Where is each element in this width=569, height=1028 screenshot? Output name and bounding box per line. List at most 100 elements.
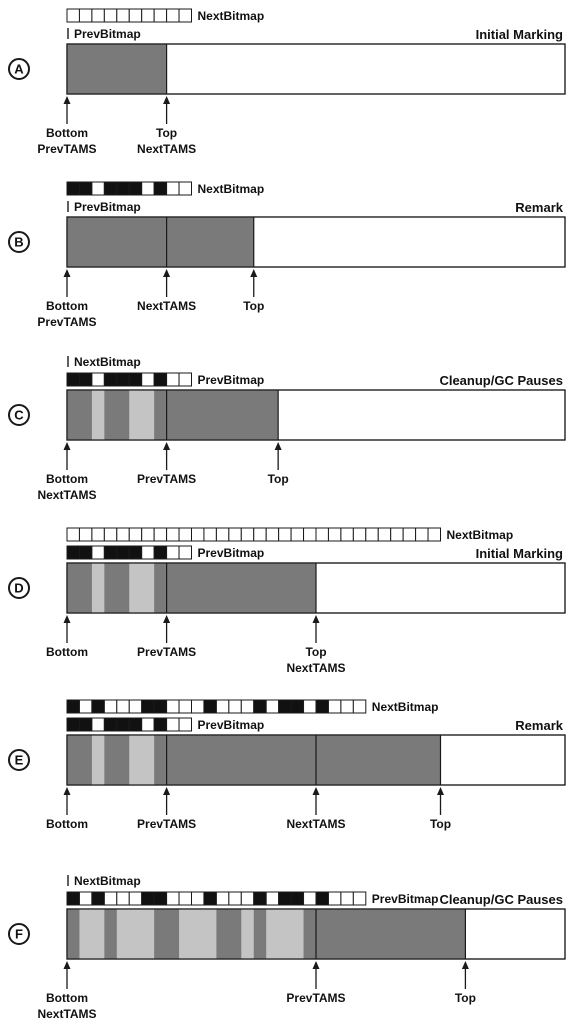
bitmap-cell (141, 372, 155, 387)
pointer-top: Top (243, 269, 264, 313)
bitmap-cell (66, 372, 80, 387)
heap-region-outline (66, 43, 566, 95)
bitmap-cell (128, 8, 143, 23)
bitmap-cell (427, 527, 441, 542)
bitmap-label: PrevBitmap (74, 27, 141, 41)
bitmap-cell (340, 699, 354, 714)
prev-bitmap: PrevBitmap (66, 891, 439, 906)
panel-a: A Initial Marking NextBitmap PrevBitmap Bott… (8, 8, 566, 156)
bitmap-cell (303, 527, 317, 542)
bitmap-label: NextBitmap (198, 182, 265, 196)
dead-object-strip (79, 909, 105, 959)
used-area (67, 563, 316, 613)
prev-bitmap: PrevBitmap (66, 372, 264, 387)
bitmap-cell (116, 891, 130, 906)
bitmap-cell (103, 717, 118, 732)
bitmap-cell (290, 891, 305, 906)
bitmap-cell (228, 699, 242, 714)
phase-title: Cleanup/GC Pauses (439, 373, 563, 388)
panel-letter-badge (8, 749, 30, 771)
bitmap-label: NextBitmap (74, 874, 141, 888)
bitmap-cell (166, 545, 180, 560)
panel-letter-badge (8, 923, 30, 945)
bitmap-cell (128, 699, 143, 714)
pointer-label: NextTAMS (137, 299, 196, 313)
prev-bitmap: PrevBitmap (67, 27, 141, 41)
bitmap-cell (153, 527, 168, 542)
bitmap-cell (191, 699, 205, 714)
bitmap-cell (253, 891, 267, 906)
bitmap-cell (153, 891, 168, 906)
heap-region-outline (66, 908, 566, 960)
next-bitmap: NextBitmap (66, 699, 438, 714)
pointer-bottom-nexttams: Bottom NextTAMS (37, 961, 97, 1021)
bitmap-cell (141, 699, 155, 714)
bitmap-label: NextBitmap (198, 9, 265, 23)
bitmap-cell (78, 891, 93, 906)
bitmap-cell (66, 527, 80, 542)
next-bitmap: NextBitmap (66, 181, 265, 196)
bitmap-cell (128, 545, 143, 560)
pointer-bottom-nexttams: Bottom NextTAMS (37, 442, 97, 502)
phase-title: Remark (515, 718, 563, 733)
dead-object-strip (129, 563, 155, 613)
pointer-prevtams: PrevTAMS (137, 787, 196, 831)
pointer-label: PrevTAMS (137, 472, 196, 486)
panel-letter-badge (8, 58, 30, 80)
bitmap-cell (203, 891, 217, 906)
arrow-up-icon (461, 961, 469, 969)
bitmap-cell (103, 891, 118, 906)
pointer-nexttams: NextTAMS (286, 787, 346, 831)
bitmap-cell (315, 891, 329, 906)
bitmap-cell (178, 8, 193, 23)
pointer-label: PrevTAMS (137, 645, 196, 659)
bitmap-cell (66, 891, 80, 906)
bitmap-label: PrevBitmap (74, 200, 141, 214)
bitmap-cell (365, 527, 379, 542)
dead-object-strip (91, 735, 105, 785)
arrow-up-icon (63, 442, 71, 450)
arrow-up-icon (250, 269, 258, 277)
panel-letter: F (15, 927, 23, 942)
bitmap-cell (78, 699, 93, 714)
bitmap-cell (66, 717, 80, 732)
bitmap-cell (91, 545, 105, 560)
bitmap-cell (166, 717, 180, 732)
panel-letter-badge (8, 404, 30, 426)
heap-region-outline (66, 389, 566, 441)
bitmap-cell (116, 181, 130, 196)
bitmap-cell (178, 181, 193, 196)
bitmap-cell (91, 181, 105, 196)
bitmap-cell (178, 699, 193, 714)
panel-letter: E (15, 753, 24, 768)
bitmap-cell (116, 717, 130, 732)
heap-region-outline (66, 734, 566, 786)
bitmap-cell (265, 699, 280, 714)
pointer-bottom-prevtams: Bottom PrevTAMS (37, 269, 97, 329)
bitmap-cell (228, 527, 242, 542)
bitmap-cell (116, 545, 130, 560)
dead-object-strip (91, 390, 105, 440)
bitmap-cell (178, 891, 193, 906)
bitmap-label: PrevBitmap (372, 892, 439, 906)
bitmap-cell (340, 527, 354, 542)
dead-object-strip (129, 390, 155, 440)
bitmap-cell (78, 717, 93, 732)
bitmap-cell (91, 527, 105, 542)
bitmap-cell (377, 527, 392, 542)
bitmap-cell (315, 699, 329, 714)
bitmap-cell (290, 699, 305, 714)
bitmap-cell (153, 181, 168, 196)
bitmap-cell (228, 891, 242, 906)
panel-c: C Cleanup/GC Pauses NextBitmap PrevBitmap Bo… (8, 355, 566, 502)
arrow-up-icon (63, 96, 71, 104)
arrow-up-icon (437, 787, 444, 795)
bitmap-cell (103, 545, 118, 560)
pointer-nexttams: NextTAMS (137, 269, 196, 313)
bitmap-cell (166, 527, 180, 542)
used-area (67, 44, 167, 94)
arrow-up-icon (312, 961, 320, 969)
bitmap-cell (116, 527, 130, 542)
bitmap-cell (253, 527, 267, 542)
panel-f: F Cleanup/GC Pauses NextBitmap PrevBitmap Bo… (8, 874, 566, 1021)
